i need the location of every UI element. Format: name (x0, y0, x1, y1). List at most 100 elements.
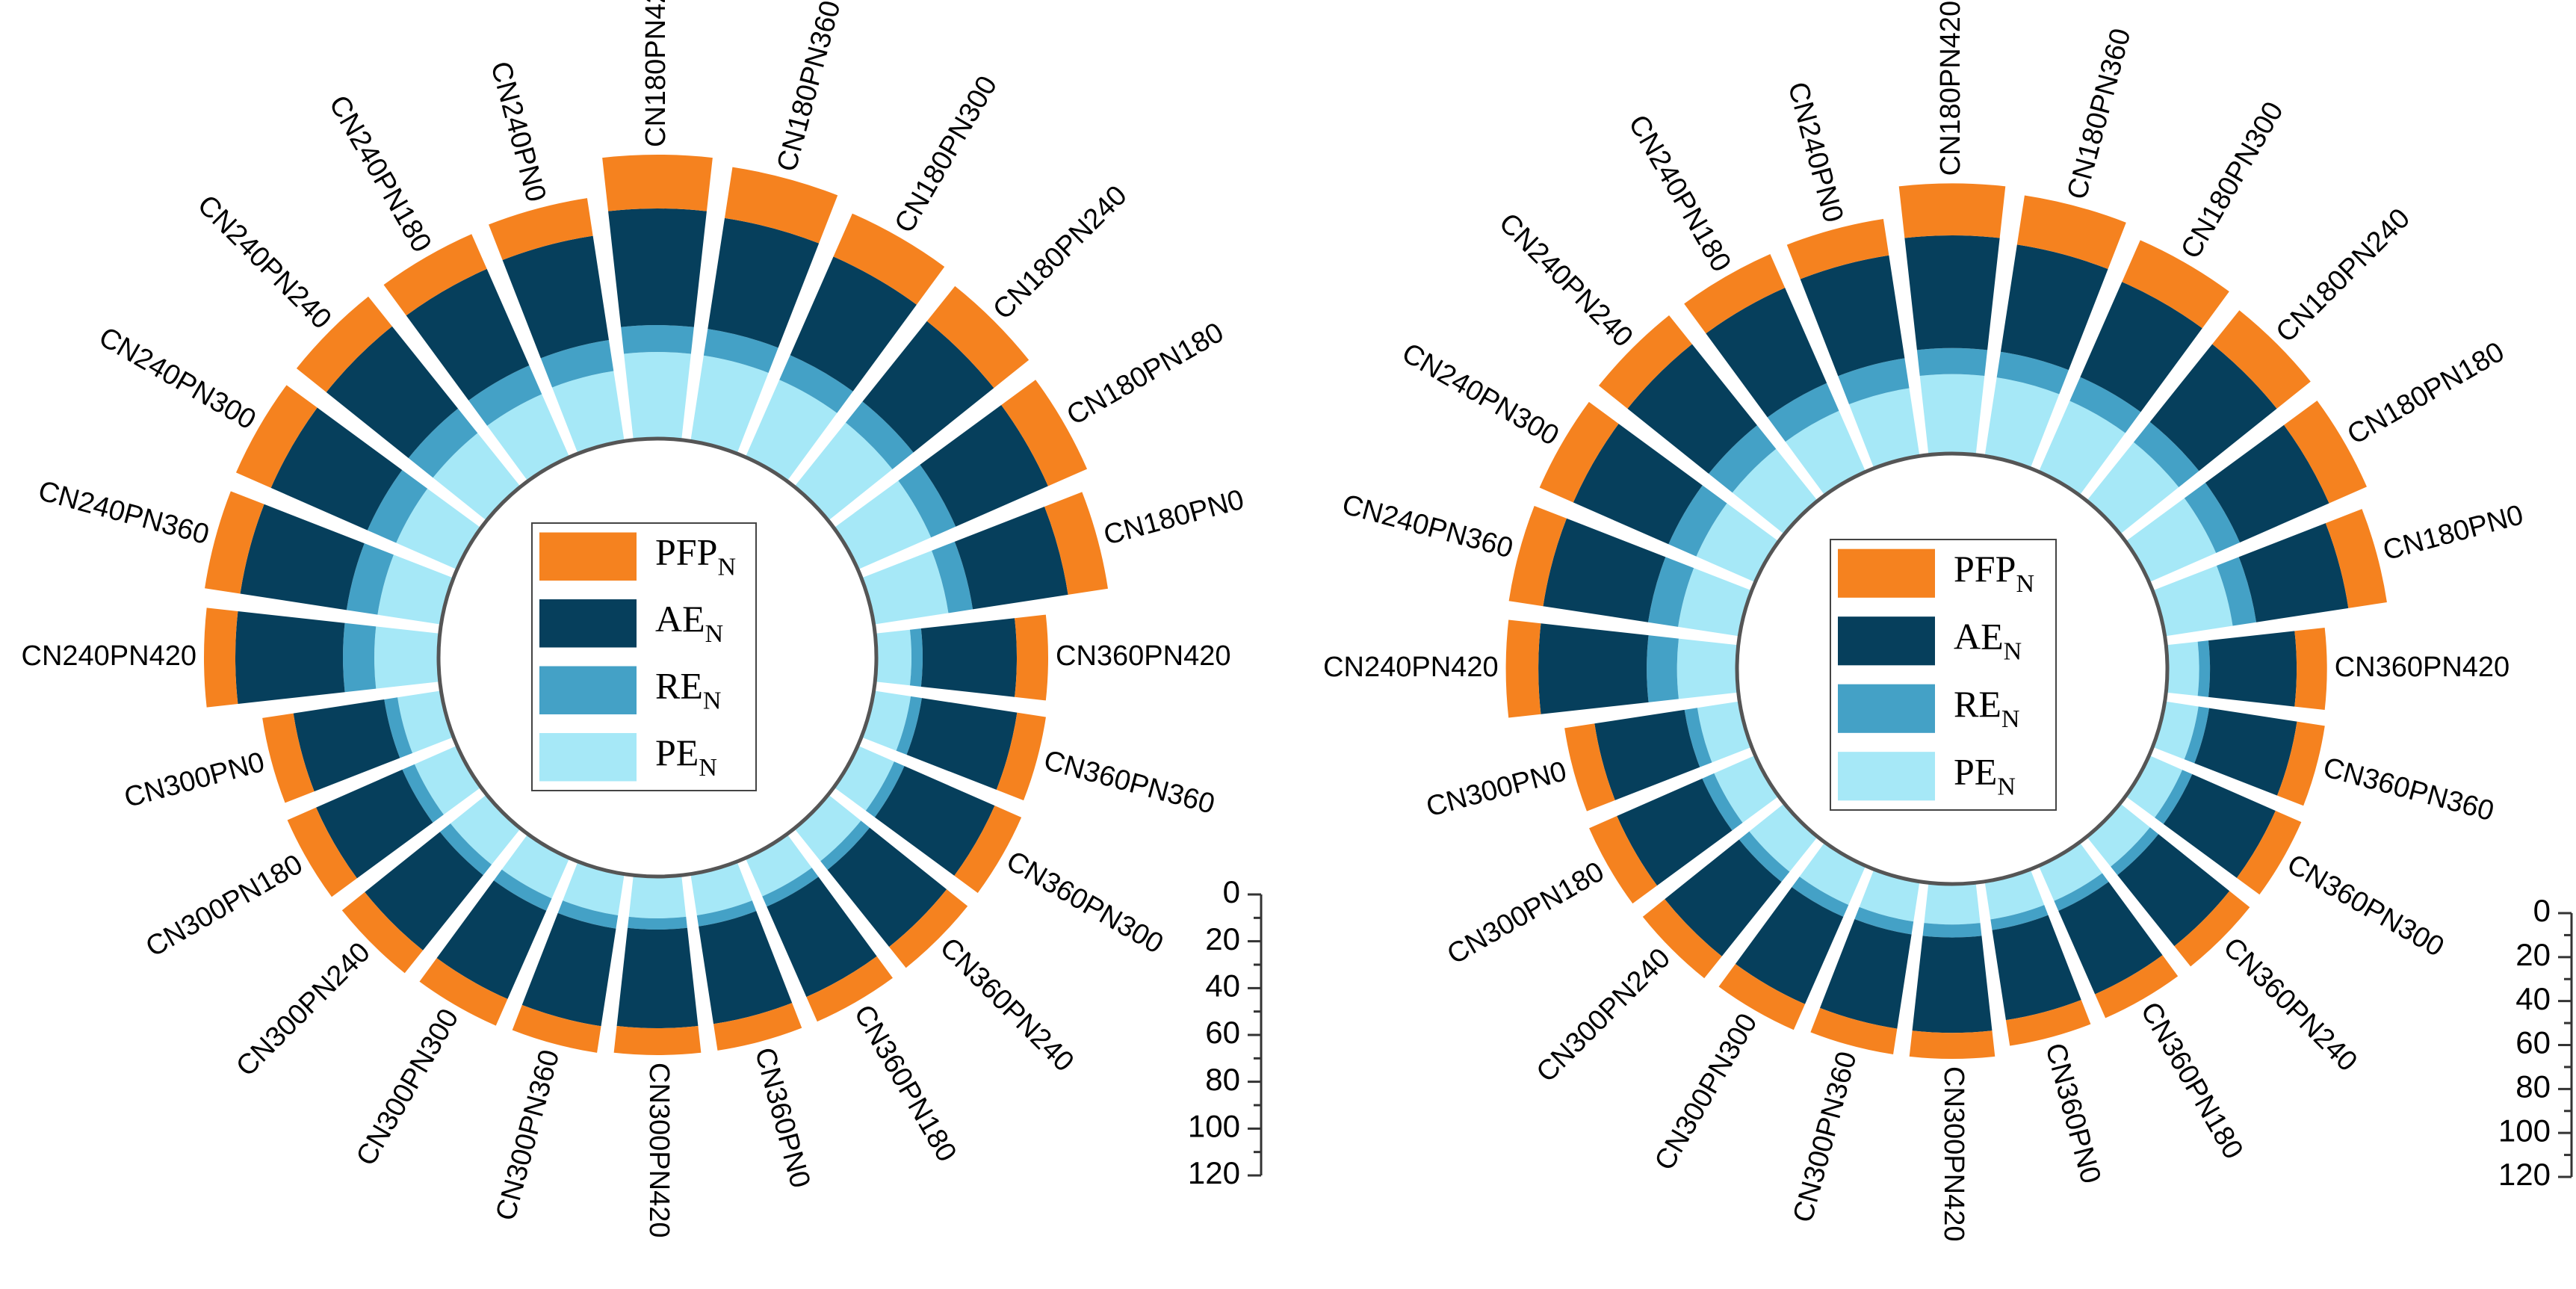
bar-segment-PE-CN360PN360 (862, 690, 911, 751)
category-label: CN300PN240 (230, 936, 377, 1083)
bar-segment-RE-CN360PN180 (762, 868, 819, 907)
bar-segment-RE-CN300PN180 (1702, 773, 1743, 831)
bar-segment-PFP-CN240PN180 (1684, 254, 1786, 334)
bar-segment-PFP-CN360PN0 (2005, 1000, 2091, 1046)
bar-segment-PE-CN180PN180 (2126, 498, 2217, 582)
bar-segment-AE-CN240PN360 (240, 504, 365, 611)
bar-segment-PFP-CN360PN420 (1015, 614, 1048, 701)
bar-segment-PFP-CN300PN0 (262, 713, 315, 803)
bar-segment-PE-CN180PN420 (1919, 374, 1985, 454)
bar-segment-RE-CN360PN360 (2184, 706, 2209, 764)
bar-segment-RE-CN300PN360 (1854, 906, 1914, 935)
bar-segment-AE-CN300PN360 (521, 912, 616, 1027)
bar-segment-AE-CN240PN240 (326, 326, 459, 459)
category-label: CN180PN240 (987, 179, 1133, 326)
bar-segment-AE-CN300PN180 (1617, 778, 1733, 886)
bar-CN300PN180 (287, 746, 480, 897)
legend: PFPN AEN REN PEN (531, 522, 757, 791)
bar-segment-PE-CN300PN420 (628, 877, 687, 918)
bar-segment-RE-CN180PN180 (2184, 483, 2241, 553)
scale-tick-label: 20 (2515, 937, 2551, 972)
bar-segment-PE-CN360PN0 (690, 862, 752, 915)
bar-CN360PN360 (862, 690, 1046, 801)
bar-CN360PN180 (2039, 843, 2179, 1018)
bar-CN300PN240 (1642, 804, 1817, 979)
bar-CN300PN300 (1718, 843, 1866, 1030)
bar-segment-PFP-CN360PN240 (889, 889, 968, 968)
category-label: CN300PN420 (1938, 1066, 1969, 1241)
bar-segment-AE-CN300PN420 (1912, 936, 1993, 1033)
bar-CN240PN360 (205, 491, 453, 625)
category-label: CN300PN240 (1531, 942, 1677, 1089)
bar-segment-RE-CN240PN0 (1838, 358, 1910, 405)
bar-CN180PN420 (602, 155, 713, 439)
bar-segment-PE-CN360PN360 (2154, 701, 2199, 760)
bar-segment-PE-CN300PN360 (1859, 871, 1920, 922)
bar-segment-PE-CN300PN180 (414, 746, 480, 815)
bar-segment-RE-CN240PN300 (367, 469, 428, 543)
bar-segment-RE-CN180PN0 (932, 541, 973, 613)
bar-segment-AE-CN300PN360 (1820, 919, 1912, 1029)
bar-segment-PE-CN180PN360 (1984, 377, 2060, 467)
bar-segment-PE-CN240PN420 (374, 626, 439, 689)
bar-CN300PN300 (419, 835, 569, 1026)
radial-chart-1: CN180PN420 CN180PN360 CN180PN300CN180PN240… (22, 0, 1263, 1237)
bar-segment-PE-CN180PN300 (746, 380, 837, 480)
bar-segment-PE-CN300PN300 (1799, 843, 1866, 905)
bar-segment-PE-CN240PN300 (396, 488, 480, 569)
scale-tick-label: 0 (2533, 893, 2551, 928)
category-label: CN180PN0 (2380, 499, 2527, 566)
bar-CN360PN420 (2167, 627, 2327, 711)
bar-CN240PN300 (1539, 401, 1778, 582)
bar-CN360PN300 (2126, 755, 2302, 895)
category-label: CN180PN360 (2061, 25, 2137, 203)
bar-segment-PFP-CN180PN180 (1001, 380, 1088, 486)
bar-segment-PFP-CN300PN420 (613, 1026, 702, 1055)
bar-segment-PFP-CN180PN0 (2325, 509, 2387, 608)
bar-segment-AE-CN240PN0 (502, 235, 609, 359)
bar-segment-AE-CN180PN300 (790, 256, 917, 392)
bar-segment-PFP-CN180PN180 (2284, 401, 2367, 504)
legend-swatch-AE (539, 599, 637, 648)
bar-segment-PFP-CN360PN180 (2095, 955, 2179, 1018)
bar-segment-RE-CN300PN420 (1922, 923, 1982, 938)
category-label: CN180PN300 (889, 71, 1004, 238)
bar-segment-RE-CN300PN360 (557, 900, 619, 929)
category-label: CN180PN420 (640, 0, 672, 147)
category-label: CN180PN420 (1935, 1, 1966, 176)
bar-segment-RE-CN360PN240 (2111, 827, 2159, 876)
bar-segment-PFP-CN300PN240 (1642, 899, 1722, 979)
bar-segment-PFP-CN180PN300 (2122, 240, 2229, 329)
bar-segment-PFP-CN360PN300 (2236, 811, 2302, 895)
bar-segment-AE-CN240PN300 (270, 407, 403, 531)
bar-segment-AE-CN240PN180 (406, 268, 530, 401)
bar-segment-RE-CN300PN300 (1792, 877, 1849, 917)
bar-segment-AE-CN240PN420 (1538, 623, 1649, 714)
scale-tick-label: 80 (2515, 1069, 2551, 1104)
category-label: CN300PN300 (350, 1004, 465, 1171)
bar-segment-AE-CN240PN180 (1706, 288, 1827, 418)
bar-CN240PN180 (383, 234, 569, 480)
bar-CN180PN360 (690, 167, 838, 453)
bar-segment-PFP-CN180PN420 (1898, 183, 2006, 238)
bar-segment-RE-CN300PN300 (493, 869, 552, 911)
bar-segment-AE-CN360PN0 (699, 911, 793, 1024)
scale-axis: 0 20 40 60 80 100 120 (2498, 893, 2573, 1192)
bar-CN300PN240 (341, 795, 520, 974)
bar-CN180PN240 (795, 285, 1030, 520)
category-label: CN360PN240 (934, 932, 1080, 1078)
legend-swatch-PE (539, 733, 637, 782)
bar-CN180PN0 (862, 492, 1108, 625)
scale-tick-label: 100 (2498, 1113, 2551, 1148)
bar-segment-RE-CN240PN180 (1767, 383, 1839, 442)
category-label: CN240PN0 (1782, 78, 1849, 226)
bar-segment-PFP-CN360PN300 (954, 806, 1022, 893)
category-label: CN300PN360 (1787, 1048, 1863, 1225)
category-label: CN180PN300 (2175, 96, 2290, 264)
bar-segment-AE-CN240PN0 (1800, 255, 1905, 377)
bar-segment-PFP-CN300PN420 (1909, 1030, 1996, 1060)
bar-segment-RE-CN360PN180 (2054, 873, 2109, 911)
category-label: CN180PN180 (1062, 317, 1229, 432)
category-label: CN180PN0 (1100, 484, 1248, 551)
bar-CN240PN420 (204, 608, 439, 708)
